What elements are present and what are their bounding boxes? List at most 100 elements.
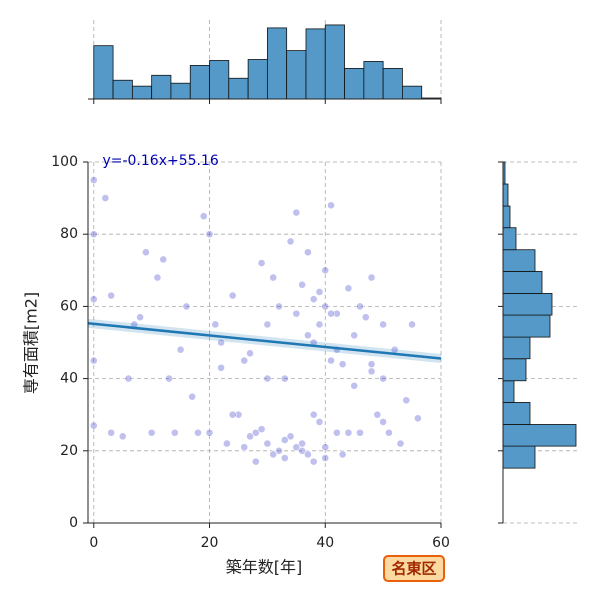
histogram-bar (151, 74, 172, 100)
y-tick-label: 80 (60, 226, 78, 242)
histogram-bar (266, 27, 288, 100)
scatter-point (286, 237, 295, 246)
scatter-point (350, 381, 359, 390)
regression-line (87, 322, 442, 360)
histogram-bar (502, 336, 531, 360)
scatter-point (147, 428, 156, 437)
scatter-point (379, 418, 388, 426)
scatter-point (298, 280, 307, 289)
scatter-point (251, 428, 260, 437)
scatter-point (205, 428, 214, 437)
scatter-point (321, 266, 330, 275)
legend-box (383, 555, 445, 582)
histogram-bar (228, 77, 249, 100)
histogram-bar (502, 314, 551, 338)
scatter-point (228, 410, 237, 419)
scatter-point (234, 410, 243, 419)
scatter-point (327, 356, 335, 365)
scatter-point (350, 331, 359, 340)
y-tick-label: 100 (51, 154, 78, 170)
scatter-point (367, 367, 376, 376)
scatter-point (304, 248, 312, 257)
scatter-point (292, 208, 301, 217)
scatter-point (263, 439, 272, 448)
scatter-point (217, 338, 225, 347)
scatter-point (321, 443, 330, 452)
histogram-bar (502, 402, 531, 425)
histogram-bar (344, 67, 365, 100)
scatter-point (263, 374, 272, 383)
scatter-point (315, 288, 324, 296)
scatter-point (361, 313, 370, 322)
scatter-point (89, 230, 98, 239)
scatter-point (240, 356, 249, 365)
scatter-point (176, 345, 185, 354)
scatter-point (344, 428, 353, 437)
scatter-point (136, 313, 144, 322)
scatter-point (315, 320, 324, 329)
scatter-point (275, 446, 283, 455)
scatter-point (257, 259, 266, 267)
histogram-bar (502, 270, 543, 294)
scatter-point (205, 230, 214, 239)
scatter-point (309, 295, 318, 304)
x-tick-label: 20 (201, 535, 219, 551)
scatter-point (321, 302, 330, 311)
histogram-bar (209, 60, 230, 100)
scatter-point (251, 457, 260, 466)
scatter-point (338, 360, 347, 369)
scatter-point (356, 428, 364, 437)
histogram-bar (502, 424, 577, 447)
scatter-point (228, 291, 237, 300)
scatter-point (170, 428, 179, 437)
scatter-point (379, 320, 388, 329)
scatter-point (275, 302, 283, 311)
scatter-point (367, 273, 376, 282)
scatter-point (246, 349, 254, 358)
scatter-point (211, 320, 220, 329)
scatter-point (188, 392, 197, 401)
scatter-point (402, 396, 411, 405)
x-tick-label: 60 (432, 535, 450, 551)
scatter-point (379, 374, 388, 383)
scatter-point (315, 418, 324, 426)
x-axis-label: 築年数[年] (226, 558, 303, 577)
histogram-bar (502, 205, 511, 229)
scatter-point (413, 414, 422, 423)
histogram-bar (382, 67, 403, 100)
histogram-bar (305, 28, 326, 100)
scatter-point (269, 273, 278, 282)
scatter-point (327, 201, 335, 210)
scatter-point (298, 446, 307, 455)
scatter-point (107, 291, 116, 300)
scatter-point (332, 428, 341, 437)
histogram-bar (170, 82, 191, 100)
histogram-bar (112, 79, 133, 100)
histogram-bar (502, 293, 553, 316)
x-tick-label: 0 (89, 535, 98, 551)
legend-label: 名東区 (391, 560, 436, 578)
scatter-point (327, 309, 335, 318)
scatter-point (124, 374, 133, 383)
y-tick-label: 0 (69, 515, 78, 531)
histogram-bar (502, 227, 517, 251)
annotation: y=-0.16x+55.16 (102, 153, 218, 169)
scatter-point (89, 295, 98, 304)
scatter-point (309, 410, 318, 419)
scatter-point (194, 428, 202, 437)
scatter-point (309, 457, 318, 466)
scatter-point (257, 425, 266, 434)
y-tick-label: 40 (60, 371, 78, 387)
scatter-point (182, 302, 191, 311)
scatter-point (286, 432, 295, 441)
histogram-bar (286, 50, 307, 100)
scatter-point (263, 320, 272, 329)
scatter-point (338, 450, 347, 459)
histogram-bar (502, 358, 527, 382)
scatter-point (304, 331, 312, 340)
histogram-bar (502, 183, 509, 207)
histogram-bar (502, 249, 536, 272)
scatter-point (269, 450, 278, 459)
scatter-point (280, 374, 289, 383)
